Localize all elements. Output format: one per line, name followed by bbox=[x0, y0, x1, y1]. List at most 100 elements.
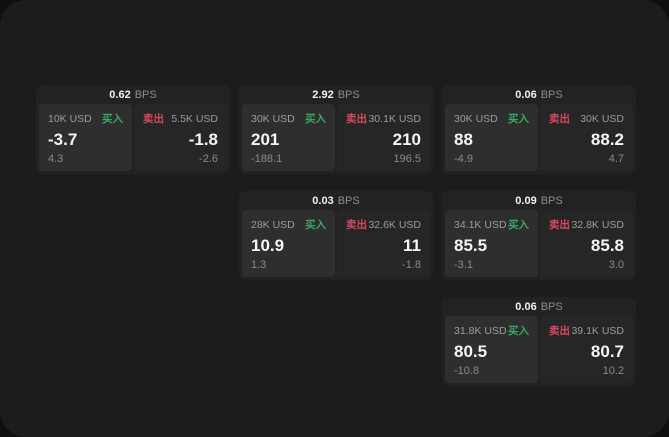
pane-row: 34.1K USD 买入 85.5 -3.1 卖出 32.8K USD 85.8… bbox=[445, 210, 633, 277]
quote-card: 0.09 BPS 34.1K USD 买入 85.5 -3.1 卖出 32.8K … bbox=[442, 191, 636, 280]
buy-delta: 1.3 bbox=[251, 259, 267, 271]
bps-value: 0.62 bbox=[109, 89, 131, 101]
buy-pane[interactable]: 10K USD 买入 -3.7 4.3 bbox=[39, 104, 132, 171]
sell-price: 88.2 bbox=[590, 129, 624, 149]
buy-amount: 28K USD bbox=[251, 219, 295, 231]
quote-card: 0.62 BPS 10K USD 买入 -3.7 4.3 卖出 5.5K USD bbox=[36, 85, 230, 174]
quote-card: 0.03 BPS 28K USD 买入 10.9 1.3 卖出 32.6K USD bbox=[239, 191, 433, 280]
sell-pane-top: 卖出 30.1K USD bbox=[346, 111, 421, 126]
sell-price: -1.8 bbox=[188, 129, 218, 149]
buy-pane[interactable]: 31.8K USD 买入 80.5 -10.8 bbox=[445, 316, 538, 383]
buy-price: 10.9 bbox=[251, 235, 285, 255]
sell-delta: 10.2 bbox=[602, 365, 624, 377]
buy-delta: -4.9 bbox=[454, 153, 473, 165]
buy-price: 201 bbox=[251, 129, 280, 149]
sell-label: 卖出 bbox=[549, 113, 570, 125]
card-header: 0.62 BPS bbox=[39, 88, 227, 103]
buy-amount: 30K USD bbox=[251, 113, 295, 125]
buy-price: 88 bbox=[454, 129, 473, 149]
sell-pane-top: 卖出 30K USD bbox=[549, 111, 624, 126]
sell-amount: 32.6K USD bbox=[368, 219, 421, 231]
buy-pane-top: 30K USD 买入 bbox=[454, 111, 529, 126]
sell-label: 卖出 bbox=[346, 219, 367, 231]
bps-value: 0.06 bbox=[515, 301, 537, 313]
buy-price: 85.5 bbox=[454, 235, 488, 255]
bps-unit: BPS bbox=[337, 195, 360, 207]
sell-pane[interactable]: 卖出 30.1K USD 210 196.5 bbox=[337, 104, 430, 171]
buy-pane[interactable]: 30K USD 买入 88 -4.9 bbox=[445, 104, 538, 171]
buy-label: 买入 bbox=[508, 113, 529, 125]
buy-delta: -188.1 bbox=[251, 153, 283, 165]
buy-amount: 10K USD bbox=[48, 113, 92, 125]
buy-pane[interactable]: 34.1K USD 买入 85.5 -3.1 bbox=[445, 210, 538, 277]
sell-pane-top: 卖出 32.6K USD bbox=[346, 217, 421, 232]
sell-amount: 30K USD bbox=[580, 113, 624, 125]
sell-label: 卖出 bbox=[346, 113, 367, 125]
sell-pane-top: 卖出 39.1K USD bbox=[549, 323, 624, 338]
pane-row: 30K USD 买入 88 -4.9 卖出 30K USD 88.2 4.7 bbox=[445, 104, 633, 171]
buy-label: 买入 bbox=[508, 219, 529, 231]
buy-price: 80.5 bbox=[454, 341, 488, 361]
buy-pane-top: 10K USD 买入 bbox=[48, 111, 123, 126]
pane-row: 28K USD 买入 10.9 1.3 卖出 32.6K USD 11 -1.8 bbox=[242, 210, 430, 277]
card-header: 2.92 BPS bbox=[242, 88, 430, 103]
bps-unit: BPS bbox=[134, 89, 157, 101]
sell-amount: 30.1K USD bbox=[368, 113, 421, 125]
buy-label: 买入 bbox=[305, 113, 326, 125]
pane-row: 10K USD 买入 -3.7 4.3 卖出 5.5K USD -1.8 -2.… bbox=[39, 104, 227, 171]
sell-pane[interactable]: 卖出 5.5K USD -1.8 -2.6 bbox=[134, 104, 227, 171]
sell-pane[interactable]: 卖出 39.1K USD 80.7 10.2 bbox=[540, 316, 633, 383]
quote-card: 2.92 BPS 30K USD 买入 201 -188.1 卖出 30.1K U… bbox=[239, 85, 433, 174]
bps-value: 0.03 bbox=[312, 195, 334, 207]
sell-label: 卖出 bbox=[549, 325, 570, 337]
sell-price: 210 bbox=[392, 129, 421, 149]
buy-pane-top: 34.1K USD 买入 bbox=[454, 217, 529, 232]
sell-pane-top: 卖出 32.8K USD bbox=[549, 217, 624, 232]
sell-delta: -2.6 bbox=[199, 153, 218, 165]
buy-delta: 4.3 bbox=[48, 153, 64, 165]
quote-card: 0.06 BPS 31.8K USD 买入 80.5 -10.8 卖出 39.1K… bbox=[442, 297, 636, 386]
bps-unit: BPS bbox=[540, 195, 563, 207]
buy-delta: -3.1 bbox=[454, 259, 473, 271]
card-header: 0.03 BPS bbox=[242, 194, 430, 209]
buy-amount: 31.8K USD bbox=[454, 325, 507, 337]
sell-pane[interactable]: 卖出 32.8K USD 85.8 3.0 bbox=[540, 210, 633, 277]
buy-amount: 34.1K USD bbox=[454, 219, 507, 231]
sell-label: 卖出 bbox=[549, 219, 570, 231]
bps-value: 2.92 bbox=[312, 89, 334, 101]
buy-pane-top: 30K USD 买入 bbox=[251, 111, 326, 126]
bps-value: 0.06 bbox=[515, 89, 537, 101]
buy-pane-top: 31.8K USD 买入 bbox=[454, 323, 529, 338]
buy-delta: -10.8 bbox=[454, 365, 480, 377]
sell-label: 卖出 bbox=[143, 113, 164, 125]
sell-amount: 5.5K USD bbox=[171, 113, 218, 125]
sell-pane[interactable]: 卖出 30K USD 88.2 4.7 bbox=[540, 104, 633, 171]
bps-unit: BPS bbox=[540, 89, 563, 101]
quote-grid: 0.62 BPS 10K USD 买入 -3.7 4.3 卖出 5.5K USD bbox=[36, 85, 636, 386]
buy-pane[interactable]: 28K USD 买入 10.9 1.3 bbox=[242, 210, 335, 277]
sell-delta: 4.7 bbox=[608, 153, 624, 165]
sell-pane-top: 卖出 5.5K USD bbox=[143, 111, 218, 126]
buy-pane[interactable]: 30K USD 买入 201 -188.1 bbox=[242, 104, 335, 171]
sell-delta: 3.0 bbox=[608, 259, 624, 271]
buy-pane-top: 28K USD 买入 bbox=[251, 217, 326, 232]
pane-row: 31.8K USD 买入 80.5 -10.8 卖出 39.1K USD 80.… bbox=[445, 316, 633, 383]
bps-unit: BPS bbox=[337, 89, 360, 101]
bps-value: 0.09 bbox=[515, 195, 537, 207]
sell-pane[interactable]: 卖出 32.6K USD 11 -1.8 bbox=[337, 210, 430, 277]
quote-card: 0.06 BPS 30K USD 买入 88 -4.9 卖出 30K USD bbox=[442, 85, 636, 174]
buy-amount: 30K USD bbox=[454, 113, 498, 125]
sell-delta: -1.8 bbox=[402, 259, 421, 271]
sell-delta: 196.5 bbox=[393, 153, 421, 165]
sell-price: 80.7 bbox=[590, 341, 624, 361]
sell-amount: 32.8K USD bbox=[571, 219, 624, 231]
buy-label: 买入 bbox=[508, 325, 529, 337]
bps-unit: BPS bbox=[540, 301, 563, 313]
buy-label: 买入 bbox=[305, 219, 326, 231]
sell-price: 85.8 bbox=[590, 235, 624, 255]
card-header: 0.06 BPS bbox=[445, 300, 633, 315]
buy-price: -3.7 bbox=[48, 129, 78, 149]
sell-price: 11 bbox=[403, 235, 421, 255]
sell-amount: 39.1K USD bbox=[571, 325, 624, 337]
